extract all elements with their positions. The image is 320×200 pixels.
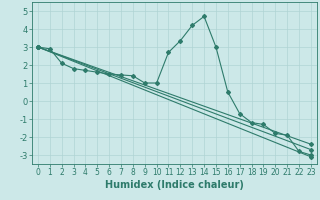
X-axis label: Humidex (Indice chaleur): Humidex (Indice chaleur) (105, 180, 244, 190)
